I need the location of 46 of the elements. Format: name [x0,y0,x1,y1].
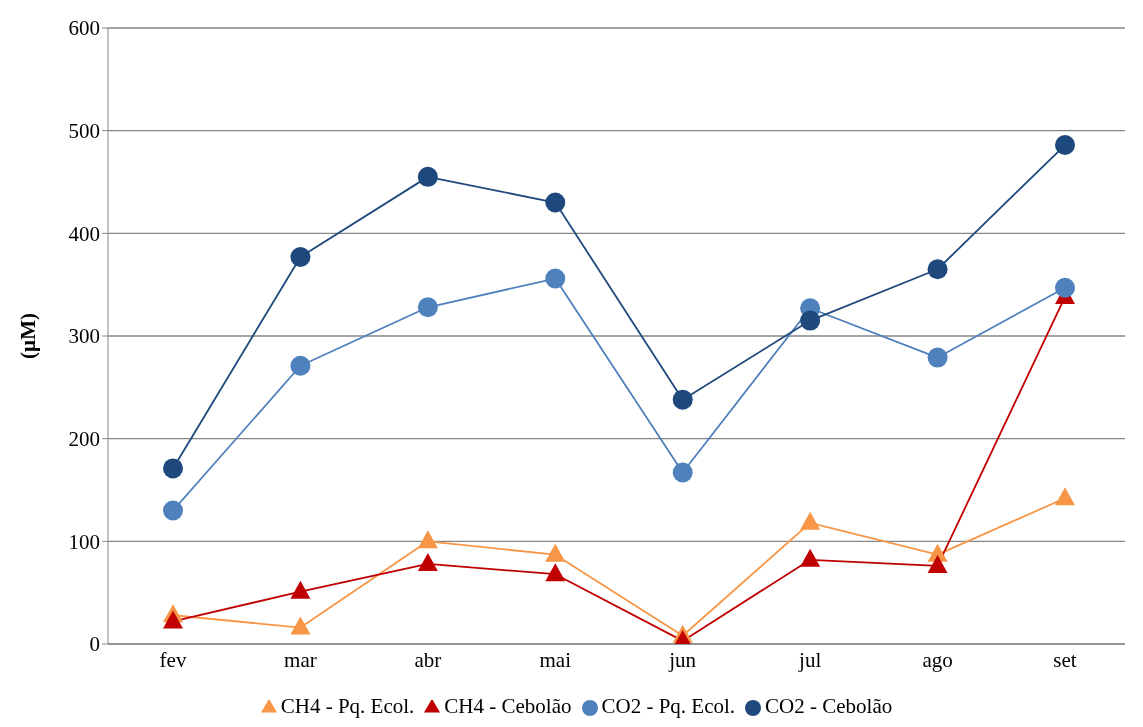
point [800,511,821,530]
point [800,310,821,331]
y-axis-title: (µM) [16,313,41,359]
legend-label: CH4 - Cebolão [444,694,572,718]
point [290,355,311,376]
point [163,500,183,521]
point [672,462,693,483]
point [417,552,438,571]
y-tick-label: 100 [68,529,100,554]
point [927,347,948,368]
y-tick-label: 600 [68,16,100,41]
x-tick-label: jun [668,647,697,672]
point [290,246,311,267]
x-tick-label: ago [922,647,953,672]
point [417,166,438,187]
x-tick-label: mar [284,647,317,672]
point [290,580,311,599]
point [163,458,183,479]
point [800,548,821,567]
point [545,192,566,213]
point [927,259,948,280]
x-tick-label: set [1053,647,1077,672]
y-tick-label: 300 [68,324,100,349]
y-tick-label: 200 [68,427,100,452]
point [672,389,693,410]
legend-label: CO2 - Cebolão [765,694,893,718]
point [290,616,311,635]
point [1055,277,1075,298]
legend-label: CO2 - Pq. Ecol. [601,694,736,718]
point [545,268,566,289]
y-tick-label: 500 [68,119,100,144]
point [163,610,183,629]
x-tick-label: jul [798,647,822,672]
point [927,554,948,573]
legend-label: CH4 - Pq. Ecol. [280,694,415,718]
x-tick-label: mai [539,647,572,672]
x-tick-label: fev [159,647,187,672]
y-tick-label: 400 [68,221,100,246]
x-tick-label: abr [414,647,442,672]
point [1055,487,1075,506]
point [417,297,438,318]
point [417,530,438,549]
y-tick-label: 0 [89,632,100,657]
point [545,543,566,562]
point [545,563,566,582]
point [1055,135,1075,156]
